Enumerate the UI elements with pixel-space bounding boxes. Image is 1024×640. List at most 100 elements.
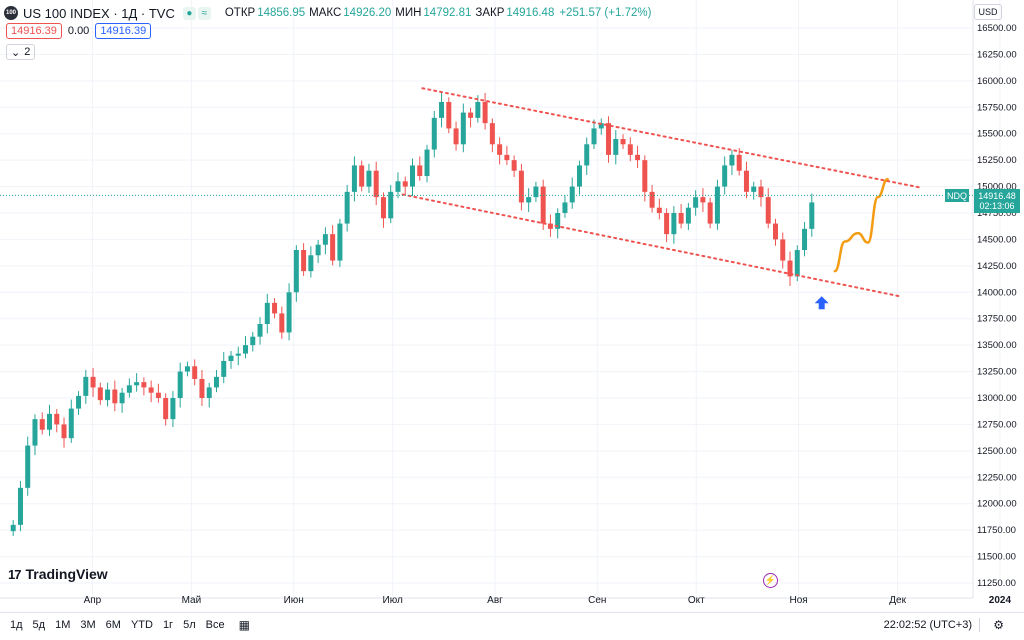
- candle-body: [177, 371, 183, 398]
- up-arrow-icon: [814, 296, 829, 310]
- candle-body: [439, 102, 445, 118]
- grid: [0, 0, 1001, 598]
- candle-body: [475, 102, 481, 118]
- symbol-tag: NDQ: [945, 189, 969, 202]
- price-tick-label: 16500.00: [977, 23, 1017, 34]
- projection-path[interactable]: [814, 177, 889, 310]
- candle-body: [511, 160, 517, 171]
- candle-body: [235, 353, 241, 356]
- time-tick-label: Июл: [383, 595, 403, 606]
- time-tick-label: 2024: [989, 595, 1012, 606]
- chart-header: 100 US 100 INDEX · 1Д · TVC ● ≈ ОТКР 1485…: [4, 4, 651, 22]
- gear-icon[interactable]: ⚙: [993, 618, 1004, 632]
- candle-body: [751, 186, 757, 192]
- price-tick-label: 15500.00: [977, 129, 1017, 140]
- timeframe-1m[interactable]: 1М: [55, 619, 71, 631]
- candle-body: [39, 419, 45, 430]
- candle-body: [773, 223, 778, 240]
- candle-body: [598, 123, 604, 129]
- time-tick-label: Май: [182, 595, 202, 606]
- timeframe-3m[interactable]: 3М: [80, 619, 96, 631]
- tradingview-logo[interactable]: 17 TradingView: [8, 566, 108, 582]
- candle-body: [170, 398, 176, 420]
- trendlines[interactable]: [401, 87, 922, 298]
- candle-body: [787, 260, 793, 277]
- sell-button[interactable]: 14916.39: [6, 23, 62, 39]
- timeframe-1y[interactable]: 1г: [162, 619, 174, 631]
- symbol-logo-icon[interactable]: 100: [4, 6, 18, 20]
- candle-body: [293, 250, 299, 293]
- candle-body: [664, 213, 670, 235]
- timeframe-ytd[interactable]: YTD: [130, 619, 153, 631]
- close-label: ЗАКР: [475, 7, 505, 19]
- candle-body: [555, 213, 561, 229]
- candle-body: [802, 228, 808, 250]
- candle-body: [649, 191, 655, 208]
- candle-body: [417, 165, 423, 176]
- timeframe-1d[interactable]: 1д: [10, 619, 23, 631]
- candle-body: [163, 398, 169, 420]
- chevron-down-icon: ⌄: [11, 46, 21, 59]
- candle-body: [576, 165, 582, 187]
- clock[interactable]: 22:02:52 (UTC+3): [883, 619, 972, 631]
- candle-body: [627, 144, 633, 155]
- candle-body: [199, 378, 205, 398]
- spread-value: 0.00: [67, 25, 90, 37]
- time-tick-label: Окт: [688, 595, 705, 606]
- timeframe-5y[interactable]: 5л: [183, 619, 196, 631]
- candle-body: [68, 408, 74, 439]
- candle-body: [497, 144, 503, 155]
- buy-button[interactable]: 14916.39: [95, 23, 152, 39]
- candle-body: [635, 154, 641, 161]
- timeframe-6m[interactable]: 6М: [105, 619, 121, 631]
- high-value: 14926.20: [343, 7, 392, 19]
- candles: [10, 93, 815, 536]
- price-tick-label: 12000.00: [977, 499, 1017, 510]
- flash-icon[interactable]: ⚡: [763, 573, 778, 588]
- price-tick-label: 16250.00: [977, 49, 1017, 60]
- price-tick-label: 14750.00: [977, 208, 1017, 219]
- timeframe-all[interactable]: Все: [205, 619, 225, 631]
- symbol-title[interactable]: US 100 INDEX · 1Д · TVC: [23, 5, 175, 21]
- price-tick-label: 13750.00: [977, 314, 1017, 325]
- candle-body: [228, 355, 234, 361]
- candle-body: [722, 165, 728, 187]
- tradingview-name: TradingView: [25, 566, 108, 582]
- candle-body: [184, 366, 190, 372]
- indicators-count: 2: [24, 46, 31, 58]
- calendar-icon[interactable]: ▦: [238, 618, 250, 632]
- countdown-value: 02:13:06: [979, 201, 1015, 211]
- price-tick-label: 15250.00: [977, 155, 1017, 166]
- close-value: 14916.48: [506, 7, 555, 19]
- currency-selector[interactable]: USD: [974, 4, 1002, 20]
- candle-body: [671, 213, 677, 235]
- candle-body: [504, 154, 510, 161]
- candle-body: [330, 234, 336, 261]
- time-axis[interactable]: Апр Май Июн Июл Авг Сен Окт Ноя Дек 2024: [84, 595, 1012, 606]
- price-tick-label: 14500.00: [977, 234, 1017, 245]
- candle-body: [620, 139, 626, 145]
- price-tick-label: 13000.00: [977, 393, 1017, 404]
- candle-body: [547, 223, 553, 229]
- price-tick-label: 12750.00: [977, 419, 1017, 430]
- candle-body: [707, 202, 713, 224]
- change-value: +251.57 (+1.72%): [559, 7, 652, 19]
- price-tick-label: 12250.00: [977, 472, 1017, 483]
- candle-body: [714, 186, 720, 224]
- candle-body: [424, 149, 430, 176]
- candle-body: [402, 181, 408, 187]
- indicators-toggle[interactable]: ⌄ 2: [6, 44, 36, 60]
- price-tick-label: 11250.00: [977, 578, 1016, 589]
- candle-body: [453, 128, 459, 145]
- candle-body: [431, 117, 437, 150]
- candle-body: [569, 186, 575, 203]
- candle-body: [90, 376, 96, 388]
- candle-body: [10, 524, 16, 532]
- timeframe-5d[interactable]: 5д: [32, 619, 46, 631]
- candle-body: [642, 160, 648, 192]
- candle-body: [206, 387, 212, 398]
- price-axis[interactable]: 11250.00 11500.00 11750.00 12000.00 12250.00…: [977, 23, 1017, 589]
- bid-ask-row: 14916.39 0.00 14916.39: [6, 23, 152, 39]
- candle-body: [533, 186, 539, 198]
